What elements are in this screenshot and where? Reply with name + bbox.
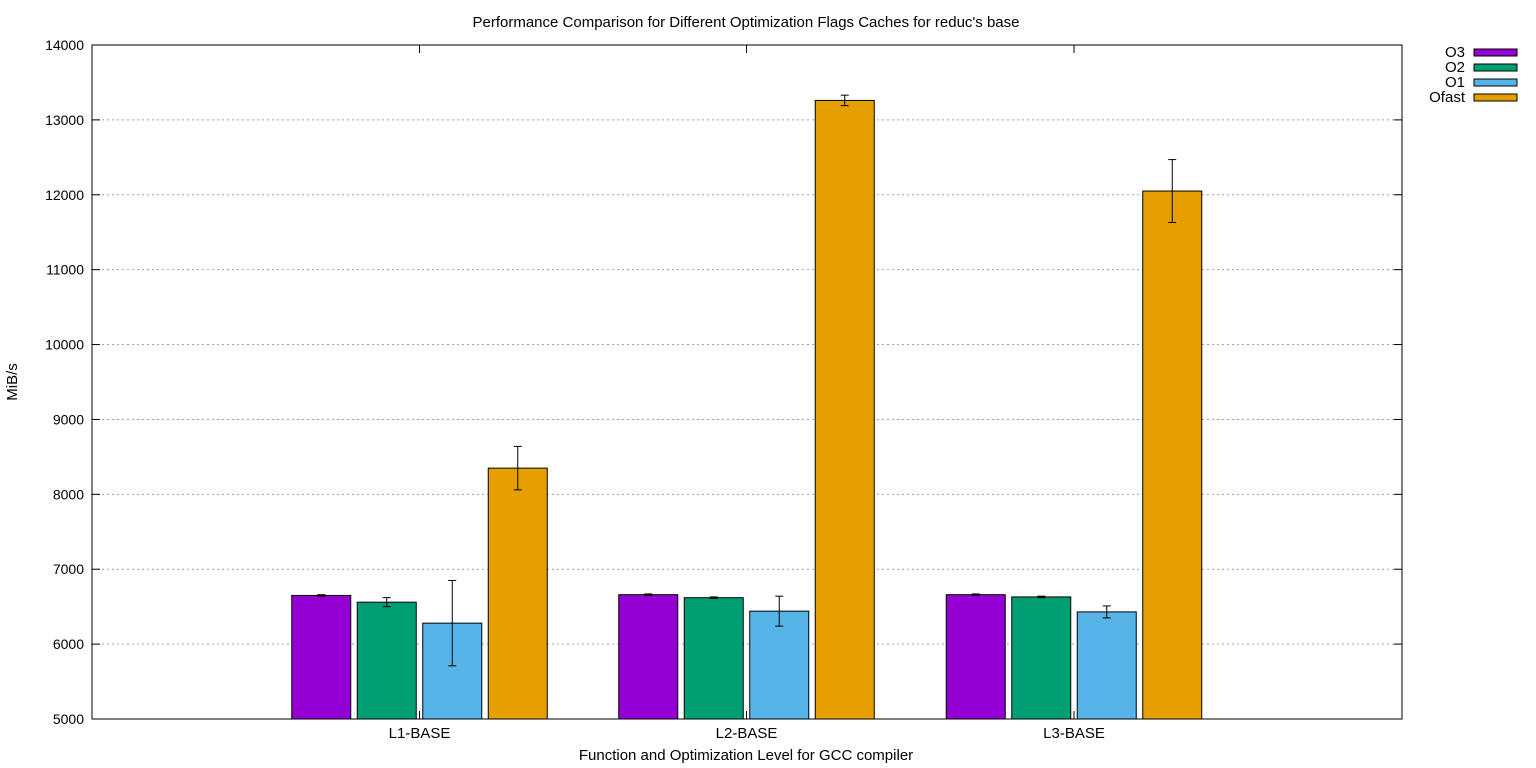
y-tick-label: 7000	[53, 561, 84, 577]
legend-swatch-o3	[1473, 48, 1518, 57]
legend-label-o2: O2	[1445, 59, 1465, 76]
x-axis-categories: L1-BASE L2-BASE L3-BASE	[389, 45, 1105, 742]
y-tick-label: 5000	[53, 711, 84, 727]
x-axis-title: Function and Optimization Level for GCC …	[579, 747, 913, 764]
bar-ofast-l1-base	[487, 467, 548, 720]
bar-o2-l2-base	[683, 597, 744, 720]
bar-ofast-l2-base	[814, 99, 875, 720]
x-category-label: L3-BASE	[1043, 725, 1105, 742]
legend-label-o1: O1	[1445, 74, 1465, 91]
bar-ofast-l3-base	[1142, 190, 1203, 720]
y-tick-label: 11000	[46, 262, 84, 278]
bar-o2-l1-base	[356, 601, 417, 720]
legend-swatch-o2	[1473, 63, 1518, 72]
legend-swatch-o1	[1473, 78, 1518, 87]
gridlines	[92, 119, 1402, 645]
y-tick-label: 8000	[53, 486, 84, 502]
y-axis-title: MiB/s	[4, 363, 21, 401]
bars	[291, 94, 1203, 720]
plot-frame	[91, 44, 1403, 720]
x-category-label: L2-BASE	[716, 725, 778, 742]
chart-title: Performance Comparison for Different Opt…	[473, 14, 1020, 31]
y-tick-label: 13000	[45, 112, 84, 128]
y-tick-label: 14000	[45, 37, 84, 53]
bar-o1-l3-base	[1076, 611, 1137, 720]
legend-label-ofast: Ofast	[1429, 89, 1466, 106]
y-tick-label: 12000	[45, 187, 84, 203]
legend-label-o3: O3	[1445, 44, 1465, 61]
y-tick-label: 9000	[53, 411, 84, 427]
legend-swatch-ofast	[1473, 93, 1518, 102]
y-axis-ticks: 5000 6000 7000 8000 9000 10000 11000 12000 13000…	[45, 37, 1402, 727]
bar-o3-l2-base	[618, 594, 679, 720]
x-category-label: L1-BASE	[389, 725, 451, 742]
bar-o2-l3-base	[1011, 596, 1072, 720]
bar-o3-l3-base	[945, 594, 1006, 720]
bar-o1-l2-base	[749, 610, 810, 720]
y-tick-label: 6000	[53, 636, 84, 652]
bar-o3-l1-base	[291, 594, 352, 720]
y-tick-label: 10000	[45, 337, 84, 353]
